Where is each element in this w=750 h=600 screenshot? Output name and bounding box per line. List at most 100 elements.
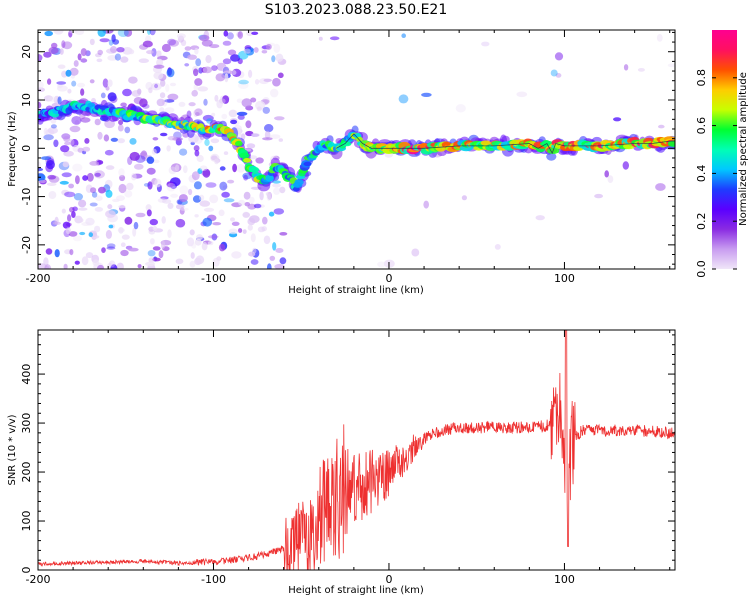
- heatmap-cell: [118, 226, 124, 234]
- heatmap-cell: [178, 194, 188, 203]
- heatmap-cell: [251, 133, 260, 137]
- heatmap-cell: [110, 137, 119, 142]
- heatmap-cell: [78, 207, 88, 211]
- heatmap-cell: [179, 207, 185, 215]
- heatmap-cell: [411, 248, 420, 257]
- heatmap-cell: [48, 46, 59, 55]
- spectrogram-y-tick-label: 10: [20, 93, 33, 107]
- heatmap-cell: [238, 199, 246, 206]
- heatmap-cell: [202, 114, 214, 122]
- heatmap-cell: [294, 179, 304, 186]
- heatmap-cell: [122, 88, 132, 97]
- heatmap-cell: [38, 101, 42, 109]
- heatmap-cell: [74, 260, 80, 265]
- heatmap-cell: [97, 49, 103, 56]
- heatmap-cell: [147, 181, 153, 190]
- heatmap-cell: [103, 134, 110, 142]
- heatmap-cell: [247, 224, 253, 231]
- heatmap-cell: [245, 120, 252, 129]
- heatmap-cell: [77, 82, 86, 88]
- heatmap-cell: [222, 40, 232, 46]
- heatmap-cell: [96, 264, 105, 269]
- heatmap-cell: [44, 264, 52, 269]
- spectrogram-x-tick-label: -200: [26, 272, 51, 285]
- heatmap-cell: [203, 98, 208, 106]
- heatmap-cell: [94, 172, 101, 177]
- heatmap-cell: [63, 136, 71, 142]
- heatmap-cell: [202, 168, 211, 178]
- heatmap-cell: [193, 68, 199, 77]
- heatmap-cell: [215, 73, 226, 82]
- heatmap-cell: [201, 242, 208, 251]
- heatmap-cell: [54, 249, 60, 258]
- heatmap-cell: [270, 134, 281, 140]
- heatmap-cell: [167, 202, 174, 209]
- heatmap-cell: [89, 38, 95, 46]
- heatmap-cell: [230, 54, 241, 62]
- heatmap-cell: [268, 211, 275, 217]
- heatmap-cell: [274, 263, 285, 269]
- heatmap-cell: [202, 217, 213, 227]
- heatmap-cell: [208, 145, 214, 152]
- heatmap-cell: [622, 161, 629, 170]
- snr-ticks: -200 -100 0 100 0 100 200 300 400: [20, 330, 675, 586]
- heatmap-cell: [149, 218, 158, 226]
- heatmap-cell: [274, 116, 285, 121]
- heatmap-cell: [211, 233, 218, 241]
- heatmap-cell: [265, 191, 272, 197]
- heatmap-cell: [239, 152, 250, 159]
- heatmap-cell: [124, 190, 133, 198]
- heatmap-cell: [94, 118, 101, 126]
- heatmap-cell: [212, 257, 220, 267]
- heatmap-cell: [128, 76, 138, 84]
- heatmap-cell: [223, 151, 229, 156]
- heatmap-cell: [107, 92, 117, 102]
- heatmap-cell: [210, 138, 220, 144]
- heatmap-cell: [72, 163, 83, 172]
- colorbar-tick-label: 0.6: [695, 117, 708, 135]
- heatmap-cell: [264, 130, 271, 140]
- heatmap-cell: [154, 178, 162, 188]
- heatmap-cell: [555, 73, 562, 78]
- heatmap-cell: [126, 182, 134, 191]
- heatmap-cell: [178, 101, 186, 107]
- heatmap-cell: [160, 79, 166, 87]
- heatmap-cell: [73, 193, 83, 201]
- heatmap-cell: [179, 207, 189, 211]
- heatmap-cell: [271, 55, 276, 63]
- heatmap-cell: [116, 47, 125, 53]
- heatmap-cell: [159, 92, 166, 99]
- heatmap-cell: [199, 200, 211, 207]
- heatmap-cell: [95, 195, 103, 201]
- heatmap-cell: [214, 158, 219, 165]
- heatmap-cell: [142, 40, 153, 48]
- heatmap-cell: [175, 258, 184, 265]
- heatmap-cell: [179, 148, 188, 156]
- heatmap-cell: [203, 207, 215, 212]
- heatmap-cell: [494, 244, 501, 250]
- heatmap-cell: [196, 154, 204, 163]
- heatmap-cell: [227, 179, 235, 184]
- heatmap-cell: [167, 93, 179, 101]
- heatmap-cell: [153, 159, 160, 164]
- heatmap-cell: [165, 84, 170, 92]
- heatmap-cell: [62, 41, 73, 50]
- heatmap-cell: [204, 138, 210, 147]
- heatmap-cell: [656, 34, 663, 42]
- heatmap-cell: [80, 48, 87, 57]
- heatmap-cell: [80, 58, 88, 63]
- heatmap-cell: [166, 182, 176, 192]
- heatmap-cell: [594, 193, 603, 199]
- heatmap-cell: [43, 134, 54, 141]
- heatmap-cell: [97, 30, 106, 37]
- heatmap-cell: [262, 137, 273, 141]
- heatmap-cell: [192, 195, 202, 203]
- heatmap-cell: [176, 33, 186, 39]
- heatmap-cell: [227, 49, 237, 56]
- heatmap-cell: [50, 124, 57, 129]
- heatmap-cell: [81, 222, 91, 226]
- heatmap-cell: [110, 264, 118, 269]
- heatmap-cell: [150, 238, 155, 245]
- heatmap-cell: [194, 214, 199, 218]
